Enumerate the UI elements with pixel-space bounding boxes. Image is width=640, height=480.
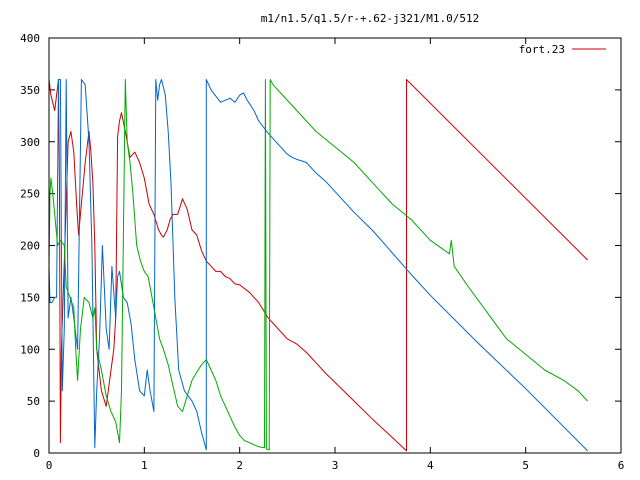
y-tick-label: 200 [20,240,40,253]
legend: fort.23 [519,43,606,56]
y-tick-label: 350 [20,84,40,97]
legend-label: fort.23 [519,43,565,56]
x-tick-label: 3 [332,459,339,472]
y-tick-label: 400 [20,32,40,45]
x-tick-label: 1 [141,459,148,472]
series-line-1 [48,79,588,452]
y-tick-label: 0 [33,447,40,460]
x-tick-label: 0 [46,459,53,472]
series-layer [48,79,588,452]
series-line-3 [48,79,588,451]
y-axis: 0 50 100 150 200 250 300 350 400 [20,32,621,460]
y-tick-label: 150 [20,291,40,304]
y-tick-label: 100 [20,343,40,356]
y-tick-label: 50 [27,395,40,408]
y-tick-label: 250 [20,188,40,201]
x-tick-label: 2 [236,459,243,472]
y-tick-label: 300 [20,136,40,149]
plot-frame [48,37,622,454]
series-line-2 [48,79,588,452]
chart-title: m1/n1.5/q1.5/r-+.62-j321/M1.0/512 [261,12,480,25]
x-tick-label: 6 [618,459,625,472]
x-tick-label: 5 [522,459,529,472]
x-tick-label: 4 [427,459,434,472]
